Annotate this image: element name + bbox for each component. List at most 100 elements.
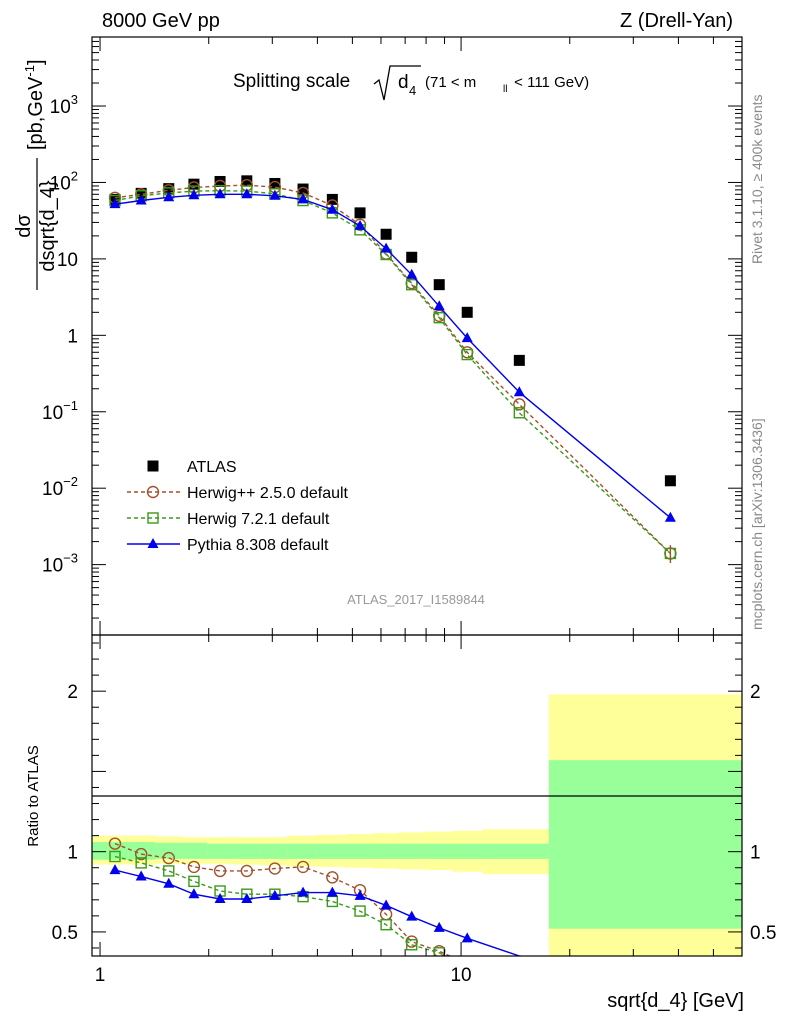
band-inner-bin [316,843,347,859]
svg-text:[pb,GeV-1]: [pb,GeV-1] [22,59,47,150]
ratio-point-pythia [406,910,418,921]
ratio-point-herwig7 [188,875,200,888]
ratio-point-herwig7 [380,919,392,931]
ratio-point-pythia [188,888,200,899]
x-tick-label: 1 [95,965,106,986]
ratio-point-pythia [214,893,226,904]
plot-title: Splitting scale d 4 (71 < m ll < 111 GeV… [233,65,589,101]
ylabel-units-sup: -1 [22,65,37,77]
ratio-point-pythia [241,893,253,904]
legend-item-herwigpp: Herwig++ 2.5.0 default [127,485,349,502]
data-point-pythia [269,189,281,200]
legend-label-atlas: ATLAS [187,459,237,476]
ratio-point-pythia [354,889,366,900]
data-point-herwigpp [433,309,446,323]
svg-text:ll: ll [503,84,507,95]
series-line-herwigpp [114,184,671,554]
legend-item-herwig7: Herwig 7.2.1 default [127,511,330,528]
ratio-point-herwigpp [268,862,282,875]
ratio-point-pythia [297,886,309,897]
ratio-point-herwig7 [135,857,147,869]
svg-text:(71 < m: (71 < m [425,74,476,91]
band-inner-bin [345,843,374,859]
rivet-label: Rivet 3.1.10, ≥ 400k events [749,94,765,264]
band-inner-bin [155,842,182,859]
svg-text:d: d [398,72,409,93]
series-line-herwig7 [114,189,671,555]
ratio-y-tick-label-right: 1 [750,843,761,864]
data-point-herwig7 [461,348,473,361]
header-right: Z (Drell-Yan) [620,10,733,32]
ylabel-units-end: ] [25,59,47,65]
ratio-point-herwigpp [134,847,148,861]
main-series-herwigpp [108,179,677,560]
data-point-pythia [135,194,147,205]
band-inner-bin [128,842,156,860]
data-point-herwig7 [513,407,526,419]
legend-marker-herwigpp [146,485,160,499]
ratio-point-herwigpp [187,860,201,874]
legend-label-herwigpp: Herwig++ 2.5.0 default [187,485,349,502]
y-tick-label: 102 [50,168,78,194]
ratio-point-herwigpp [213,864,227,878]
main-series-atlas [109,175,676,487]
ratio-point-pythia [109,864,121,875]
ratio-point-herwig7 [406,939,418,951]
svg-text:Splitting scale: Splitting scale [233,71,350,92]
data-point-atlas [664,475,676,487]
band-inner-bin [207,843,234,859]
data-point-herwigpp [513,398,526,411]
data-point-atlas [135,187,147,199]
band-inner-bin [398,843,427,859]
data-point-pythia [163,191,175,202]
ratio-point-pythia [269,889,281,900]
ratio-point-herwig7 [163,865,175,877]
ylabel-num: dσ [13,214,35,238]
sqrt-sign [373,65,421,101]
legend-label-herwig7: Herwig 7.2.1 default [187,511,330,528]
ratio-y-tick-label-right: 2 [750,682,761,703]
data-point-herwig7 [406,278,418,291]
watermark: ATLAS_2017_I1589844 [347,592,485,607]
header-left: 8000 GeV pp [102,10,220,32]
data-point-herwig7 [433,312,445,324]
main-series [108,175,677,564]
ratio-bands [92,694,742,956]
ratio-point-herwig7 [354,905,366,917]
ratio-point-pythia [163,877,175,888]
band-inner-bin [259,843,288,859]
ratio-point-herwigpp [162,851,175,865]
data-point-pythia [380,242,392,253]
main-ylabel: dσ dsqrt{d_4} [pb,GeV-1] [13,59,59,290]
band-inner-bin [548,760,742,929]
data-point-pythia [188,189,200,200]
data-point-atlas [433,279,445,291]
main-series-herwig7 [109,185,677,560]
series-line-pythia [114,193,671,519]
x-axis-label: sqrt{d_4} [GeV] [607,990,744,1012]
y-tick-label: 1 [67,326,78,347]
data-point-pythia [241,188,253,199]
axis-ticks [92,36,743,956]
data-point-pythia [433,300,445,311]
data-point-atlas [188,178,200,190]
y-tick-label: 10−2 [42,474,78,500]
band-inner-bin [482,843,550,859]
ratio-y-tick-label-right: 0.5 [750,923,776,944]
legend-item-atlas: ATLAS [147,459,237,476]
data-point-pythia [354,219,366,230]
ratio-line-pythia [114,869,526,956]
data-point-pythia [664,511,676,522]
ratio-point-pythia [461,932,473,943]
y-tick-label: 10−1 [42,398,78,424]
ratio-point-pythia [326,886,338,897]
axis-tick-labels: 10−3 10−2 10−1 1 10 102 103 0.5 0.5 1 1 2 2 1 10 [42,92,776,986]
ratio-point-pythia [433,921,445,932]
data-point-atlas [269,177,281,189]
data-point-pythia [297,193,309,204]
mcplots-label: mcplots.cern.ch [arXiv:1306.3436] [749,418,765,630]
legend: ATLAS Herwig++ 2.5.0 default Herwig 7.2.1 … [127,459,349,554]
ratio-series-herwig7 [109,850,447,956]
data-point-pythia [513,386,525,397]
